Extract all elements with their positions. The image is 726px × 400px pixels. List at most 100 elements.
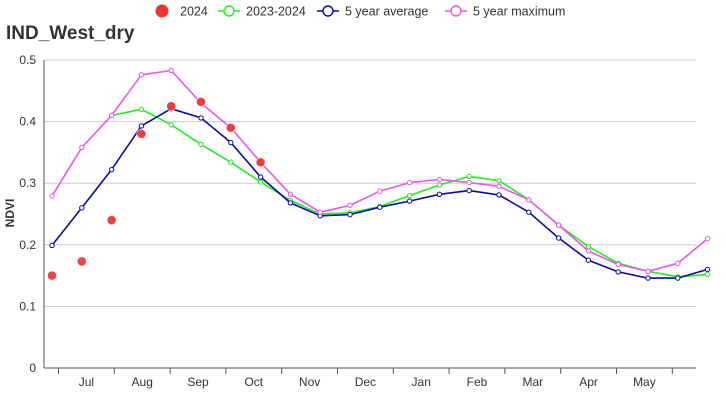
data-point[interactable] xyxy=(317,209,323,215)
x-tick-label: Aug xyxy=(132,375,153,389)
data-point[interactable] xyxy=(704,271,711,278)
data-point[interactable] xyxy=(49,193,55,199)
series-5-year-maximum xyxy=(49,67,711,274)
data-point[interactable] xyxy=(466,173,472,180)
data-point[interactable] xyxy=(585,248,592,254)
data-point[interactable] xyxy=(79,144,85,151)
x-tick-label: Dec xyxy=(355,375,376,389)
data-point[interactable] xyxy=(704,235,711,242)
x-tick-label: Apr xyxy=(579,375,598,389)
data-point[interactable] xyxy=(138,106,145,112)
data-point[interactable] xyxy=(196,96,206,107)
legend-marker xyxy=(450,5,462,17)
data-point[interactable] xyxy=(704,266,711,273)
data-point[interactable] xyxy=(645,275,651,281)
data-point[interactable] xyxy=(496,183,502,189)
x-tick-label: Oct xyxy=(244,375,263,389)
data-point[interactable] xyxy=(585,243,592,250)
data-point[interactable] xyxy=(675,275,681,281)
data-point[interactable] xyxy=(526,197,532,203)
data-point[interactable] xyxy=(76,256,87,267)
data-point[interactable] xyxy=(675,260,681,266)
grid xyxy=(44,59,696,307)
data-point[interactable] xyxy=(645,268,651,274)
legend-item-2023-2024[interactable]: 2023-2024 xyxy=(218,5,306,19)
y-tick-label: 0.2 xyxy=(19,238,36,252)
data-point[interactable] xyxy=(555,235,562,241)
data-point[interactable] xyxy=(347,202,353,209)
data-point[interactable] xyxy=(615,269,621,275)
data-point[interactable] xyxy=(377,188,383,194)
data-point[interactable] xyxy=(496,192,502,198)
series-2024 xyxy=(47,96,266,281)
legend-marker xyxy=(155,4,169,18)
data-point[interactable] xyxy=(228,139,234,146)
y-tick-label: 0 xyxy=(29,361,36,375)
data-point[interactable] xyxy=(138,123,145,129)
data-point[interactable] xyxy=(255,157,266,168)
series-5-year-average xyxy=(49,105,711,281)
data-point[interactable] xyxy=(168,121,174,128)
legend-item-2024[interactable]: 2024 xyxy=(155,4,208,19)
x-tick-label: Feb xyxy=(467,375,488,389)
data-point[interactable] xyxy=(47,270,57,281)
data-point[interactable] xyxy=(287,191,294,197)
legend-label: 5 year maximum xyxy=(473,5,565,19)
data-point[interactable] xyxy=(168,67,174,74)
legend[interactable]: 2024 2023-2024 5 year average 5 year maximu… xyxy=(155,4,566,19)
x-tick-label: Jan xyxy=(412,375,431,389)
data-point[interactable] xyxy=(136,129,147,139)
data-point[interactable] xyxy=(257,179,264,185)
data-point[interactable] xyxy=(615,261,621,268)
axes: 0 0.1 0.2 0.3 0.4 0.5 Jul Aug Sep Oct Nov Dec Jan Feb… xyxy=(19,53,696,389)
x-tick-label: May xyxy=(633,375,656,389)
data-point[interactable] xyxy=(257,174,264,180)
series-2023-2024 xyxy=(108,106,711,280)
series-line-5-year-maximum xyxy=(51,69,709,273)
series-plot-area xyxy=(47,67,711,281)
legend-item-5-year-average[interactable]: 5 year average xyxy=(317,5,428,19)
data-point[interactable] xyxy=(496,178,502,184)
data-point[interactable] xyxy=(466,187,472,194)
y-tick-label: 0.1 xyxy=(19,299,36,313)
data-point[interactable] xyxy=(166,101,177,112)
data-point[interactable] xyxy=(225,122,236,133)
data-point[interactable] xyxy=(108,112,115,119)
data-point[interactable] xyxy=(287,200,294,206)
x-tick-label: Jul xyxy=(79,375,94,389)
y-axis-label: NDVI xyxy=(3,199,17,228)
data-point[interactable] xyxy=(406,192,413,199)
data-point[interactable] xyxy=(585,257,592,263)
data-point[interactable] xyxy=(228,159,234,165)
data-point[interactable] xyxy=(347,211,353,218)
data-point[interactable] xyxy=(79,205,85,211)
y-tick-label: 0.5 xyxy=(19,53,36,67)
data-point[interactable] xyxy=(436,182,443,188)
x-tick-label: Nov xyxy=(299,375,320,389)
data-point[interactable] xyxy=(106,215,117,226)
data-point[interactable] xyxy=(436,176,443,183)
data-point[interactable] xyxy=(108,166,115,173)
x-tick-label: Sep xyxy=(187,375,209,389)
legend-label: 2023-2024 xyxy=(246,5,306,19)
legend-marker xyxy=(223,5,235,17)
legend-item-5-year-maximum[interactable]: 5 year maximum xyxy=(445,5,565,19)
data-point[interactable] xyxy=(198,115,204,121)
x-tick-label: Mar xyxy=(522,375,543,389)
data-point[interactable] xyxy=(406,179,413,186)
legend-label: 2024 xyxy=(180,5,208,19)
data-point[interactable] xyxy=(377,204,383,210)
data-point[interactable] xyxy=(466,179,472,186)
data-point[interactable] xyxy=(49,242,55,249)
data-point[interactable] xyxy=(406,198,413,204)
legend-marker xyxy=(322,5,334,17)
data-point[interactable] xyxy=(555,222,562,228)
legend-label: 5 year average xyxy=(345,5,428,19)
y-tick-label: 0.3 xyxy=(19,176,36,190)
data-point[interactable] xyxy=(198,141,204,148)
y-tick-label: 0.4 xyxy=(19,115,36,129)
data-point[interactable] xyxy=(436,191,443,197)
data-point[interactable] xyxy=(526,209,532,215)
data-point[interactable] xyxy=(138,72,145,78)
